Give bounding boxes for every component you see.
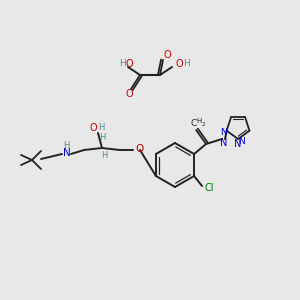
Text: N: N	[220, 138, 228, 148]
Text: C: C	[191, 119, 197, 128]
Text: H: H	[99, 134, 105, 142]
Text: H: H	[63, 142, 69, 151]
Text: Cl: Cl	[204, 183, 214, 193]
Text: O: O	[175, 59, 183, 69]
Text: N: N	[234, 139, 242, 149]
Text: N: N	[63, 148, 71, 158]
Text: 2: 2	[201, 122, 205, 127]
Text: O: O	[135, 144, 143, 154]
Text: N: N	[220, 128, 227, 137]
Text: O: O	[125, 89, 133, 99]
Text: H: H	[101, 151, 107, 160]
Text: H: H	[118, 59, 125, 68]
Text: H: H	[98, 122, 104, 131]
Text: O: O	[163, 50, 171, 60]
Text: H: H	[196, 118, 202, 124]
Text: O: O	[125, 59, 133, 69]
Text: O: O	[89, 123, 97, 133]
Text: N: N	[238, 136, 244, 146]
Text: H: H	[183, 59, 189, 68]
